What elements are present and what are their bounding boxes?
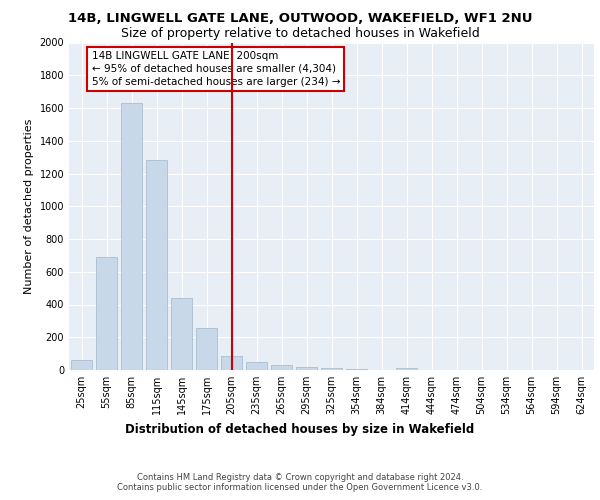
Bar — [321, 368, 342, 370]
Bar — [146, 160, 167, 370]
Y-axis label: Number of detached properties: Number of detached properties — [24, 118, 34, 294]
Bar — [246, 362, 267, 370]
Bar — [121, 103, 142, 370]
Text: Size of property relative to detached houses in Wakefield: Size of property relative to detached ho… — [121, 28, 479, 40]
Bar — [71, 360, 92, 370]
Text: 14B LINGWELL GATE LANE: 200sqm
← 95% of detached houses are smaller (4,304)
5% o: 14B LINGWELL GATE LANE: 200sqm ← 95% of … — [91, 50, 340, 87]
Text: 14B, LINGWELL GATE LANE, OUTWOOD, WAKEFIELD, WF1 2NU: 14B, LINGWELL GATE LANE, OUTWOOD, WAKEFI… — [68, 12, 532, 26]
Text: Distribution of detached houses by size in Wakefield: Distribution of detached houses by size … — [125, 422, 475, 436]
Bar — [396, 368, 417, 370]
Bar — [221, 356, 242, 370]
Bar — [196, 328, 217, 370]
Bar — [271, 365, 292, 370]
Bar — [346, 369, 367, 370]
Text: Contains HM Land Registry data © Crown copyright and database right 2024.
Contai: Contains HM Land Registry data © Crown c… — [118, 472, 482, 492]
Bar — [171, 298, 192, 370]
Bar — [96, 257, 117, 370]
Bar — [296, 366, 317, 370]
